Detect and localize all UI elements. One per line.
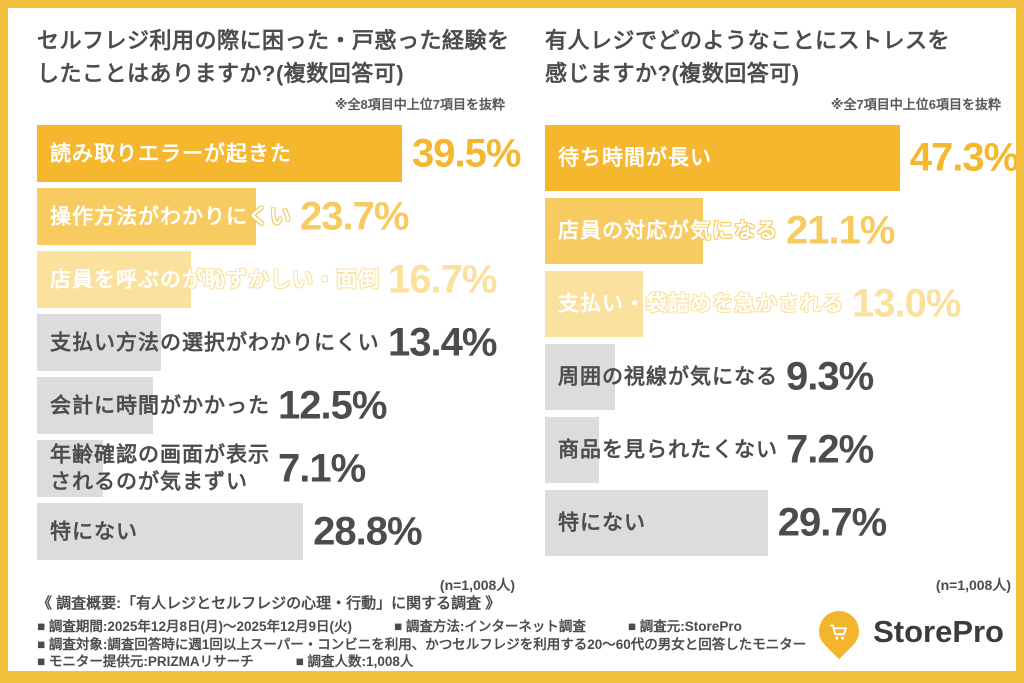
- chart-title-line2: 感じますか?(複数回答可): [545, 61, 800, 86]
- bar-list: 読み取りエラーが起きた 39.5% 操作方法がわかりにくい 23.7% 店員を呼ぶのが恥…: [37, 125, 521, 567]
- chart-title-line2: したことはありますか?(複数回答可): [37, 61, 405, 86]
- bar-row: 待ち時間が長い 47.3%: [545, 125, 1019, 191]
- survey-detail-line: ■ モニター提供元:PRIZMAリサーチ ■ 調査人数:1,008人: [37, 653, 857, 671]
- bar-value: 7.1%: [278, 446, 366, 490]
- bar-row: 操作方法がわかりにくい 23.7%: [37, 188, 519, 245]
- chart-self-checkout: セルフレジ利用の際に困った・戸惑った経験を したことはありますか?(複数回答可)…: [37, 24, 521, 595]
- bar: [37, 377, 153, 434]
- bar-row: 会計に時間がかかった 12.5%: [37, 377, 519, 434]
- bar-label: 支払い方法の選択がわかりにくい: [50, 330, 380, 354]
- bar: [545, 490, 768, 556]
- bar-value: 13.0%: [852, 281, 961, 326]
- bar-label: 店員を呼ぶのが恥ずかしい・面倒: [50, 267, 380, 291]
- survey-detail-item: ■ 調査元:StorePro: [627, 619, 742, 634]
- bar-label: 支払い・袋詰めを急かされる: [558, 292, 844, 316]
- bar-label: 会計に時間がかかった: [50, 393, 270, 417]
- bar-value: 28.8%: [313, 509, 422, 553]
- chart-note: ※全7項目中上位6項目を抜粋: [830, 97, 1001, 112]
- bar-row: 年齢確認の画面が表示 されるのが気まずい 7.1%: [37, 440, 519, 497]
- bar-value: 29.7%: [777, 500, 887, 545]
- bar: [37, 314, 161, 371]
- bar-row: 特にない 28.8%: [37, 503, 519, 560]
- bar-label: 待ち時間が長い: [558, 146, 712, 170]
- bar-value: 47.3%: [909, 135, 1019, 180]
- bar-row: 支払い方法の選択がわかりにくい 13.4%: [37, 314, 519, 371]
- bar-value: 39.5%: [411, 131, 521, 175]
- bar-label: 周囲の視線が気になる: [558, 365, 778, 389]
- bar-label: 操作方法がわかりにくい: [50, 204, 292, 228]
- survey-detail-item: ■ 調査方法:インターネット調査: [394, 619, 586, 634]
- bar-value: 16.7%: [388, 257, 497, 301]
- chart-title: セルフレジ利用の際に困った・戸惑った経験を したことはありますか?(複数回答可): [37, 24, 519, 90]
- bar-list: 待ち時間が長い 47.3% 店員の対応が気になる 21.1% 支払い・袋詰めを急かされる…: [545, 125, 1019, 567]
- bar-value: 23.7%: [300, 194, 409, 238]
- bar: [37, 440, 103, 497]
- bar-value: 9.3%: [786, 354, 874, 399]
- bar-label: 商品を見られたくない: [558, 438, 778, 462]
- bar-label: 店員の対応が気になる: [558, 219, 778, 243]
- bar-row: 特にない 29.7%: [545, 490, 1015, 556]
- bar-row: 店員を呼ぶのが恥ずかしい・面倒 16.7%: [37, 251, 519, 308]
- bar: [545, 417, 599, 483]
- storepro-logo: StorePro: [810, 602, 1004, 660]
- bar-label: 特にない: [558, 511, 646, 535]
- survey-detail-item: ■ モニター提供元:PRIZMAリサーチ: [37, 654, 254, 669]
- bar-value: 13.4%: [388, 320, 497, 364]
- bar: [545, 271, 643, 337]
- chart-title-line1: 有人レジでどのようなことにストレスを: [545, 28, 951, 53]
- sample-size: (n=1,008人): [935, 577, 1011, 593]
- bar-row: 商品を見られたくない 7.2%: [545, 417, 1015, 483]
- bar: [37, 251, 192, 308]
- bar-row: 店員の対応が気になる 21.1%: [545, 198, 1015, 264]
- bar: [37, 503, 304, 560]
- logo-text: StorePro: [873, 614, 1004, 649]
- sample-size: (n=1,008人): [439, 577, 515, 593]
- survey-detail-item: ■ 調査期間:2025年12月8日(月)〜2025年12月9日(火): [37, 619, 352, 634]
- chart-note: ※全8項目中上位7項目を抜粋: [334, 97, 505, 112]
- chart-title: 有人レジでどのようなことにストレスを 感じますか?(複数回答可): [545, 24, 1015, 90]
- bar-label: 特にない: [50, 519, 138, 543]
- bar: [545, 198, 704, 264]
- survey-detail-item: ■ 調査対象:調査回答時に週1回以上スーパー・コンビニを利用、かつセルフレジを利…: [37, 636, 807, 652]
- bar-row: 支払い・袋詰めを急かされる 13.0%: [545, 271, 1015, 337]
- bar: [545, 344, 615, 410]
- chart-title-line1: セルフレジ利用の際に困った・戸惑った経験を: [37, 28, 510, 53]
- survey-detail-line: ■ 調査期間:2025年12月8日(月)〜2025年12月9日(火) ■ 調査方法…: [37, 618, 857, 636]
- bar: [545, 125, 900, 191]
- bar: [37, 125, 402, 182]
- bar-row: 読み取りエラーが起きた 39.5%: [37, 125, 521, 182]
- survey-overview-heading: 《 調査概要:「有人レジとセルフレジの心理・行動」に関する調査 》: [37, 595, 501, 612]
- survey-detail-lines: ■ 調査期間:2025年12月8日(月)〜2025年12月9日(火) ■ 調査方法…: [37, 618, 857, 671]
- bar-label: 年齢確認の画面が表示 されるのが気まずい: [50, 443, 270, 494]
- cart-icon: [815, 608, 863, 656]
- cart-pin-icon: [810, 602, 868, 660]
- chart-staffed-register: 有人レジでどのようなことにストレスを 感じますか?(複数回答可) ※全7項目中上…: [545, 24, 1019, 595]
- bar-value: 21.1%: [786, 208, 895, 253]
- bar: [37, 188, 256, 245]
- survey-footer: 《 調査概要:「有人レジとセルフレジの心理・行動」に関する調査 》 ■ 調査期間…: [37, 592, 857, 671]
- bar-value: 12.5%: [278, 383, 387, 427]
- bar-row: 周囲の視線が気になる 9.3%: [545, 344, 1015, 410]
- bar-label: 読み取りエラーが起きた: [50, 141, 292, 165]
- survey-detail-item: ■ 調査人数:1,008人: [295, 654, 414, 669]
- survey-detail-line: ■ 調査対象:調査回答時に週1回以上スーパー・コンビニを利用、かつセルフレジを利…: [37, 636, 857, 654]
- bar-value: 7.2%: [786, 427, 874, 472]
